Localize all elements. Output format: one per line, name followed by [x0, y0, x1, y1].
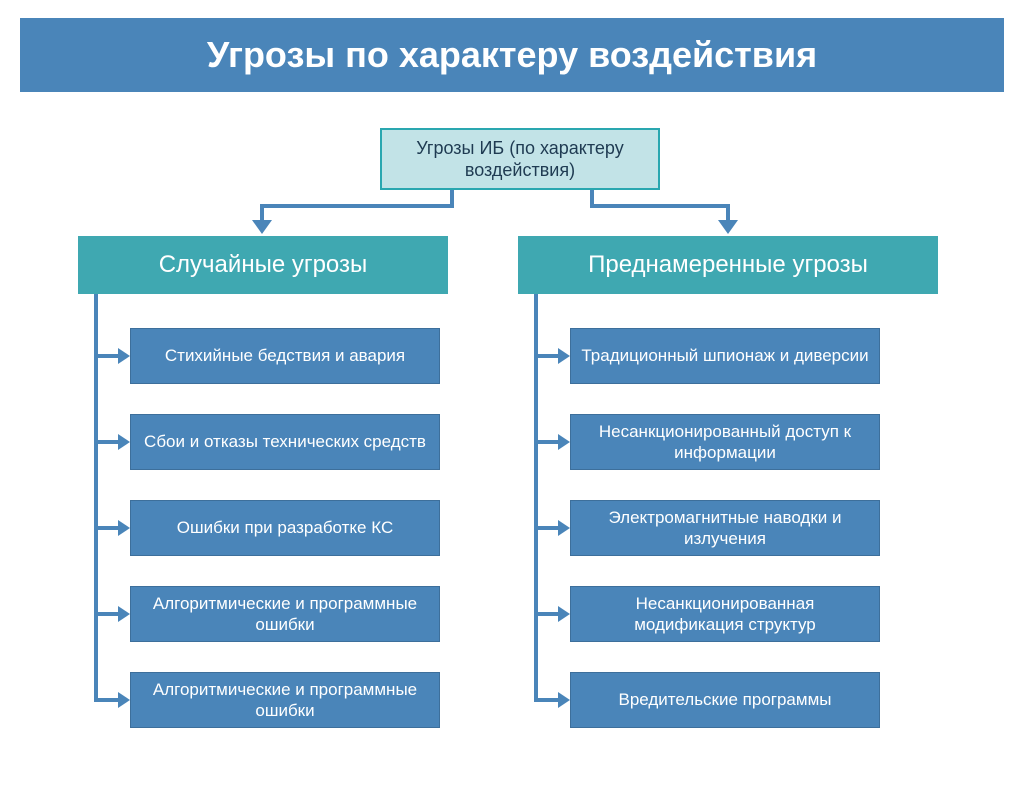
- connector: [94, 612, 120, 616]
- branch-header-left: Случайные угрозы: [78, 236, 448, 294]
- connector: [94, 440, 120, 444]
- connector: [534, 440, 560, 444]
- left-item: Алгоритмические и программные ошибки: [130, 672, 440, 728]
- connector: [534, 354, 560, 358]
- left-item: Сбои и отказы технических средств: [130, 414, 440, 470]
- left-item: Стихийные бедствия и авария: [130, 328, 440, 384]
- right-item: Электромагнитные наводки и излучения: [570, 500, 880, 556]
- arrow-right-icon: [118, 520, 130, 536]
- connector: [534, 698, 560, 702]
- left-item: Алгоритмические и программные ошибки: [130, 586, 440, 642]
- connector: [590, 204, 730, 208]
- arrow-right-icon: [118, 348, 130, 364]
- right-item: Вредительские программы: [570, 672, 880, 728]
- arrow-right-icon: [558, 606, 570, 622]
- arrow-right-icon: [118, 606, 130, 622]
- connector: [94, 354, 120, 358]
- right-item: Несанкционированный доступ к информации: [570, 414, 880, 470]
- arrow-down-icon: [718, 220, 738, 234]
- connector: [94, 526, 120, 530]
- arrow-right-icon: [118, 692, 130, 708]
- arrow-right-icon: [558, 692, 570, 708]
- right-item: Традиционный шпионаж и диверсии: [570, 328, 880, 384]
- connector: [534, 612, 560, 616]
- arrow-right-icon: [558, 434, 570, 450]
- arrow-down-icon: [252, 220, 272, 234]
- connector: [534, 526, 560, 530]
- branch-header-right: Преднамеренные угрозы: [518, 236, 938, 294]
- arrow-right-icon: [558, 520, 570, 536]
- arrow-right-icon: [558, 348, 570, 364]
- right-item: Несанкционированная модификация структур: [570, 586, 880, 642]
- connector: [94, 698, 120, 702]
- page-title: Угрозы по характеру воздействия: [20, 18, 1004, 92]
- root-node: Угрозы ИБ (по характеру воздействия): [380, 128, 660, 190]
- left-item: Ошибки при разработке КС: [130, 500, 440, 556]
- connector: [260, 204, 454, 208]
- arrow-right-icon: [118, 434, 130, 450]
